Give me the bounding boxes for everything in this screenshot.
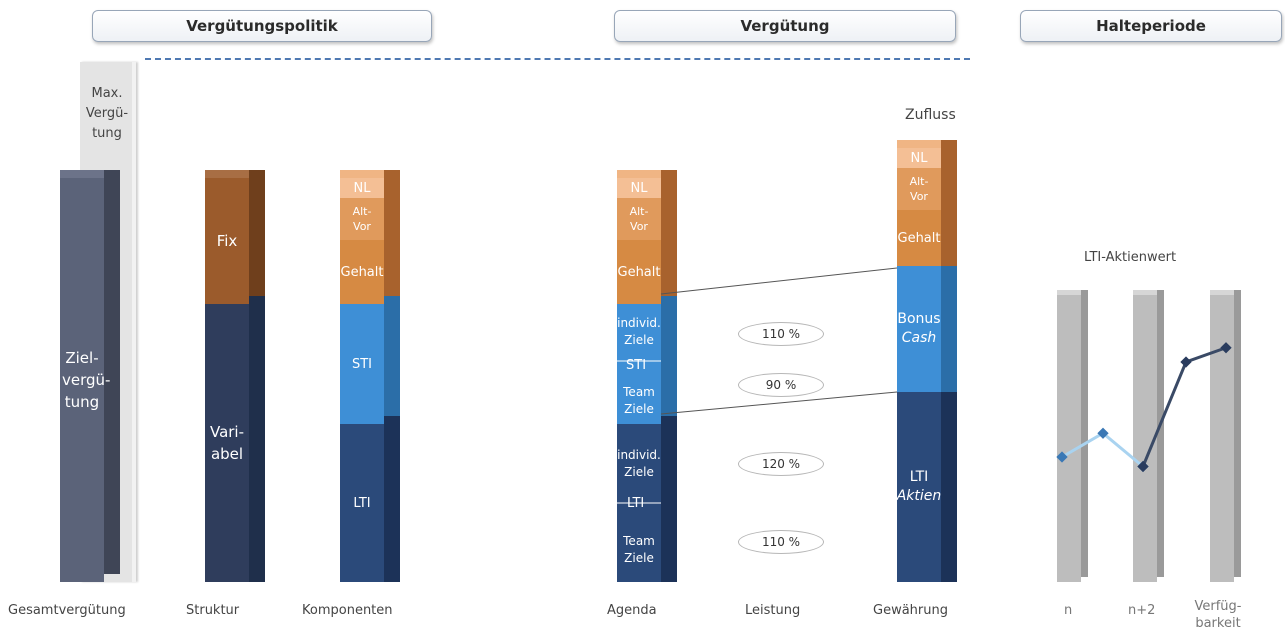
header-verguetung: Vergütung — [614, 10, 956, 42]
percent-lti-team: 110 % — [738, 530, 824, 554]
sti-divider-label: STI — [626, 358, 647, 373]
seg-nl: NL — [617, 178, 661, 198]
seg-lti-aktien: LTI Aktien — [897, 392, 941, 582]
bar-agenda: NL Alt- Vor Gehalt individ. Ziele Team Z… — [617, 170, 677, 582]
bar-komponenten: NL Alt- Vor Gehalt STI LTI — [340, 170, 400, 582]
bar-gewaehrung: NL Alt- Vor Gehalt Bonus Cash LTI Aktien — [897, 140, 957, 582]
seg-altvor: Alt- Vor — [617, 198, 661, 240]
seg-variabel: Vari- abel — [205, 304, 249, 582]
max-verguetung-label: Max. Vergü- tung — [85, 86, 129, 141]
seg-lti-individ: individ. Ziele — [617, 424, 661, 504]
lti-dark-point-1 — [1180, 356, 1192, 368]
dashed-divider — [145, 58, 970, 60]
label-n: n — [1064, 603, 1073, 618]
seg-sti-team: Team Ziele — [617, 360, 661, 424]
label-gewaehrung: Gewährung — [873, 603, 948, 618]
grey-pillar-n2 — [1133, 290, 1164, 582]
seg-bonus-cash: Bonus Cash — [897, 266, 941, 392]
seg-nl: NL — [340, 178, 384, 198]
label-agenda: Agenda — [607, 603, 657, 618]
lti-divider-label: LTI — [627, 496, 645, 511]
label-komponenten: Komponenten — [302, 603, 393, 618]
header-verguetungspolitik: Vergütungspolitik — [92, 10, 432, 42]
seg-gehalt: Gehalt — [897, 210, 941, 266]
grey-pillar-verfuegbarkeit — [1210, 290, 1241, 582]
label-struktur: Struktur — [186, 603, 240, 618]
zufluss-label: Zufluss — [905, 107, 956, 123]
label-n2: n+2 — [1128, 603, 1156, 618]
seg-lti-team: Team Ziele — [617, 504, 661, 582]
seg-gehalt: Gehalt — [617, 240, 661, 304]
seg-altvor: Alt- Vor — [897, 168, 941, 210]
seg-gehalt: Gehalt — [340, 240, 384, 304]
seg-sti-individ: individ. Ziele — [617, 304, 661, 360]
bar-struktur: Fix Vari- abel — [205, 170, 265, 582]
header-label: Vergütungspolitik — [186, 17, 338, 35]
grey-pillar-n — [1057, 290, 1088, 582]
percent-sti-team: 90 % — [738, 373, 824, 397]
bar-gesamtverguetung: Ziel- vergü- tung — [60, 170, 120, 582]
label-verfuegbarkeit: Verfüg- barkeit — [1194, 599, 1242, 631]
seg-zielverguetung: Ziel- vergü- tung — [60, 178, 110, 582]
percent-lti-individ: 120 % — [738, 452, 824, 476]
header-halteperiode: Halteperiode — [1020, 10, 1282, 42]
lti-light-point-1 — [1097, 427, 1109, 439]
header-label: Vergütung — [740, 17, 830, 35]
label-gesamtverguetung: Gesamtvergütung — [8, 603, 126, 618]
seg-lti: LTI — [340, 424, 384, 582]
seg-altvor: Alt- Vor — [340, 198, 384, 240]
seg-nl: NL — [897, 148, 941, 168]
percent-sti-individ: 110 % — [738, 322, 824, 346]
lti-chart-title: LTI-Aktienwert — [1084, 250, 1177, 265]
seg-sti: STI — [340, 304, 384, 424]
header-label: Halteperiode — [1096, 17, 1206, 35]
label-leistung: Leistung — [745, 603, 801, 618]
seg-fix: Fix — [205, 178, 249, 304]
